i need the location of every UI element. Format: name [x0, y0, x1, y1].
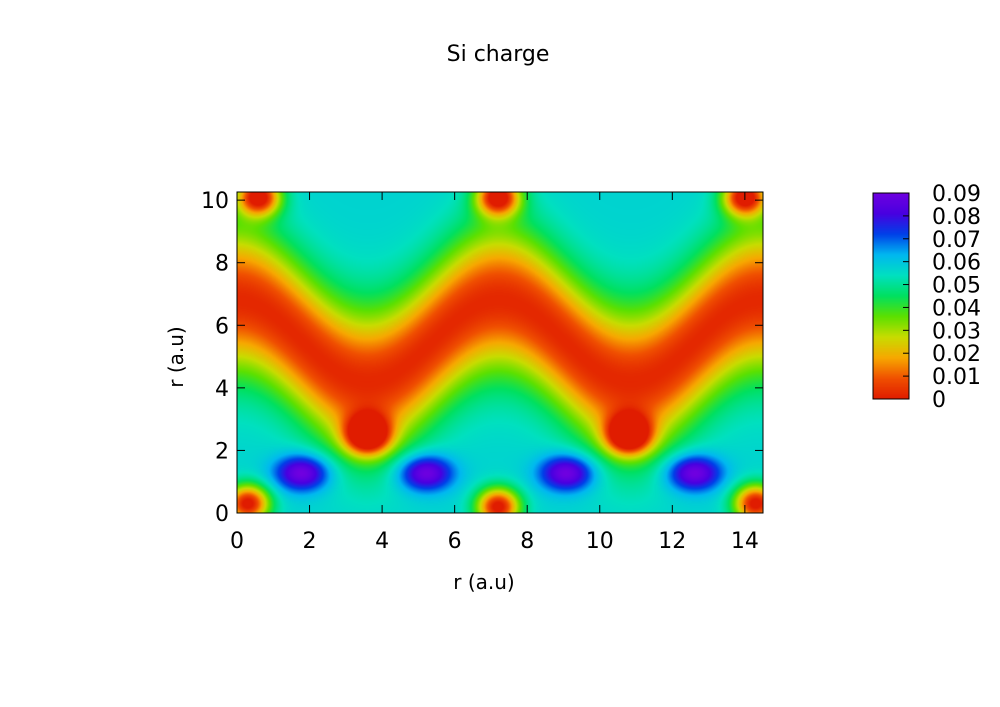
heatmap-plot-area [237, 192, 763, 513]
y-tick-label: 10 [201, 189, 229, 214]
x-tick-label: 8 [520, 529, 534, 554]
y-tick-label: 0 [215, 502, 229, 527]
colorbar-ticks: 00.010.020.030.040.050.060.070.080.09 [903, 182, 981, 413]
colorbar-tick-label: 0 [932, 388, 946, 413]
x-tick-label: 12 [658, 529, 686, 554]
x-tick-label: 10 [586, 529, 614, 554]
colorbar-tick-label: 0.01 [932, 365, 981, 390]
y-axis-ticks: 0 2 4 6 8 10 [201, 189, 763, 527]
y-tick-label: 6 [215, 314, 229, 339]
x-axis-ticks: 0 2 4 6 8 10 12 14 [230, 192, 759, 554]
colorbar-border [872, 192, 910, 400]
x-tick-label: 4 [375, 529, 389, 554]
colorbar-tick-label: 0.02 [932, 342, 981, 367]
plot-border [236, 191, 764, 514]
colorbar-tick-label: 0.07 [932, 228, 981, 253]
colorbar-tick-label: 0.03 [932, 319, 981, 344]
y-tick-label: 2 [215, 439, 229, 464]
colorbar-tick-label: 0.08 [932, 205, 981, 230]
colorbar-tick-label: 0.09 [932, 182, 981, 207]
colorbar-tick-label: 0.04 [932, 296, 981, 321]
x-tick-label: 0 [230, 529, 244, 554]
x-tick-label: 14 [731, 529, 759, 554]
colorbar-tick-label: 0.06 [932, 251, 981, 276]
y-tick-label: 4 [215, 377, 229, 402]
chart-title: Si charge [447, 42, 550, 67]
x-tick-label: 2 [303, 529, 317, 554]
x-tick-label: 6 [448, 529, 462, 554]
x-axis-label: r (a.u) [453, 570, 514, 594]
y-axis-label: r (a.u) [164, 326, 188, 387]
colorbar-tick-label: 0.05 [932, 274, 981, 299]
colorbar-gradient [873, 193, 909, 399]
y-tick-label: 8 [215, 252, 229, 277]
